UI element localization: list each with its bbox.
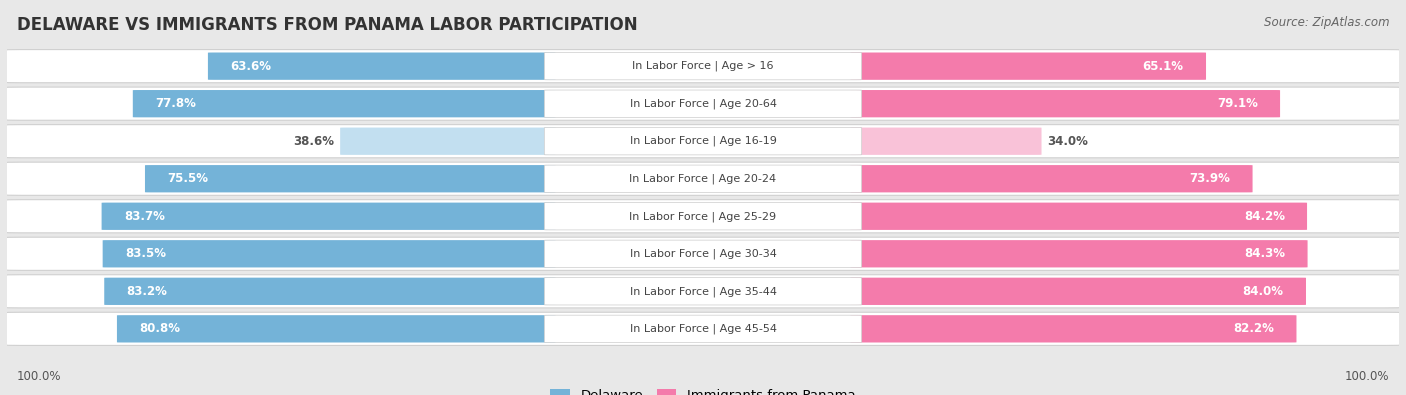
Text: 38.6%: 38.6%	[294, 135, 335, 148]
FancyBboxPatch shape	[101, 203, 555, 230]
Text: In Labor Force | Age 20-64: In Labor Force | Age 20-64	[630, 98, 776, 109]
FancyBboxPatch shape	[851, 315, 1296, 342]
Text: In Labor Force | Age 16-19: In Labor Force | Age 16-19	[630, 136, 776, 147]
Text: In Labor Force | Age > 16: In Labor Force | Age > 16	[633, 61, 773, 71]
Text: In Labor Force | Age 20-24: In Labor Force | Age 20-24	[630, 173, 776, 184]
Text: 80.8%: 80.8%	[139, 322, 180, 335]
Text: 75.5%: 75.5%	[167, 172, 208, 185]
FancyBboxPatch shape	[4, 275, 1402, 308]
Text: 83.5%: 83.5%	[125, 247, 166, 260]
FancyBboxPatch shape	[544, 128, 862, 155]
Text: 84.3%: 84.3%	[1244, 247, 1285, 260]
Text: 65.1%: 65.1%	[1143, 60, 1184, 73]
FancyBboxPatch shape	[132, 90, 555, 117]
Text: 77.8%: 77.8%	[155, 97, 195, 110]
FancyBboxPatch shape	[544, 240, 862, 267]
Text: 83.2%: 83.2%	[127, 285, 167, 298]
FancyBboxPatch shape	[4, 312, 1402, 345]
Text: 100.0%: 100.0%	[17, 370, 62, 383]
FancyBboxPatch shape	[145, 165, 555, 192]
FancyBboxPatch shape	[4, 50, 1402, 83]
Text: 83.7%: 83.7%	[124, 210, 165, 223]
Text: 84.2%: 84.2%	[1244, 210, 1285, 223]
FancyBboxPatch shape	[851, 165, 1253, 192]
FancyBboxPatch shape	[544, 53, 862, 80]
Text: 73.9%: 73.9%	[1189, 172, 1230, 185]
FancyBboxPatch shape	[851, 90, 1279, 117]
FancyBboxPatch shape	[103, 240, 555, 267]
FancyBboxPatch shape	[544, 315, 862, 342]
FancyBboxPatch shape	[544, 278, 862, 305]
FancyBboxPatch shape	[104, 278, 555, 305]
Text: 82.2%: 82.2%	[1233, 322, 1274, 335]
FancyBboxPatch shape	[208, 53, 555, 80]
Text: In Labor Force | Age 25-29: In Labor Force | Age 25-29	[630, 211, 776, 222]
Text: 100.0%: 100.0%	[1344, 370, 1389, 383]
FancyBboxPatch shape	[4, 125, 1402, 158]
Text: 79.1%: 79.1%	[1218, 97, 1258, 110]
FancyBboxPatch shape	[117, 315, 555, 342]
FancyBboxPatch shape	[544, 203, 862, 230]
FancyBboxPatch shape	[340, 128, 555, 155]
Text: 84.0%: 84.0%	[1243, 285, 1284, 298]
FancyBboxPatch shape	[544, 165, 862, 192]
FancyBboxPatch shape	[4, 200, 1402, 233]
FancyBboxPatch shape	[544, 90, 862, 117]
Text: Source: ZipAtlas.com: Source: ZipAtlas.com	[1264, 16, 1389, 29]
FancyBboxPatch shape	[851, 128, 1042, 155]
FancyBboxPatch shape	[4, 237, 1402, 270]
Text: In Labor Force | Age 45-54: In Labor Force | Age 45-54	[630, 324, 776, 334]
Text: In Labor Force | Age 35-44: In Labor Force | Age 35-44	[630, 286, 776, 297]
Text: DELAWARE VS IMMIGRANTS FROM PANAMA LABOR PARTICIPATION: DELAWARE VS IMMIGRANTS FROM PANAMA LABOR…	[17, 16, 637, 34]
Text: 63.6%: 63.6%	[231, 60, 271, 73]
FancyBboxPatch shape	[851, 278, 1306, 305]
FancyBboxPatch shape	[4, 87, 1402, 120]
Text: 34.0%: 34.0%	[1047, 135, 1088, 148]
Text: In Labor Force | Age 30-34: In Labor Force | Age 30-34	[630, 248, 776, 259]
Legend: Delaware, Immigrants from Panama: Delaware, Immigrants from Panama	[546, 384, 860, 395]
FancyBboxPatch shape	[851, 240, 1308, 267]
FancyBboxPatch shape	[851, 53, 1206, 80]
FancyBboxPatch shape	[4, 162, 1402, 195]
FancyBboxPatch shape	[851, 203, 1308, 230]
